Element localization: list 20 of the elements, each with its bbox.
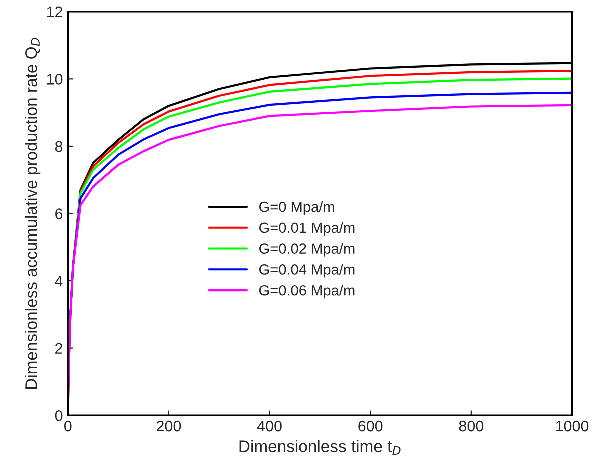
legend-label: G=0 Mpa/m — [259, 202, 334, 216]
x-tick-label: 0 — [64, 420, 72, 432]
y-tick-label: 4 — [55, 276, 63, 287]
y-tick-label: 12 — [47, 6, 63, 18]
x-axis-title: Dimensionless time t$_{D}$ — [240, 440, 401, 456]
y-tick-label: 6 — [56, 208, 63, 220]
y-tick-label: 8 — [55, 141, 63, 152]
legend-label: G=0.02 Mpa/m — [259, 243, 355, 257]
y-tick-label: 0 — [55, 410, 63, 422]
x-tick-label: 1000 — [556, 420, 589, 432]
x-tick-label: 400 — [257, 420, 282, 432]
x-tick-label: 800 — [459, 420, 484, 432]
y-tick-label: 2 — [56, 343, 63, 354]
legend-label: G=0.06 Mpa/m — [259, 285, 355, 299]
y-tick-label: 10 — [47, 74, 63, 85]
legend-label: G=0.01 Mpa/m — [259, 222, 355, 236]
x-tick-label: 600 — [358, 420, 383, 432]
y-axis-title: Dimensionless accumulative production rate Q$_{D}$ — [25, 38, 41, 390]
legend-label: G=0.04 Mpa/m — [259, 264, 355, 278]
x-tick-label: 200 — [156, 420, 182, 432]
